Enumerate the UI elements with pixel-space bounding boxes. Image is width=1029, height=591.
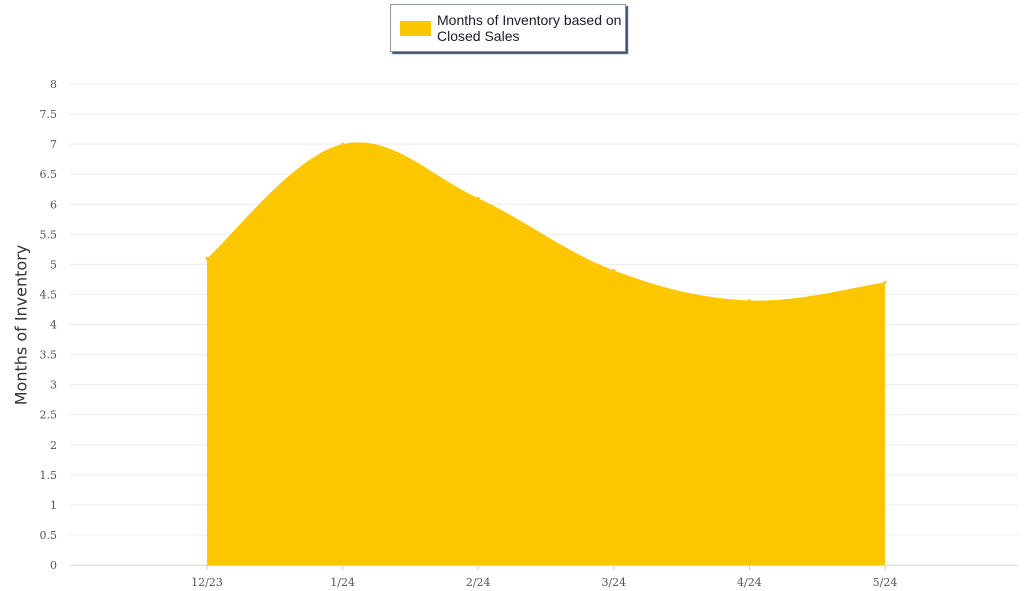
y-tick-label: 5.5 — [40, 228, 58, 241]
legend-label: Months of Inventory based on Closed Sale… — [437, 12, 622, 44]
data-point — [612, 268, 616, 272]
legend-swatch — [400, 21, 431, 36]
y-tick-label: 1.5 — [40, 469, 58, 482]
y-tick-label: 3 — [50, 379, 57, 392]
y-tick-label: 0 — [50, 559, 57, 572]
series-area — [207, 142, 885, 565]
x-tick-label: 1/24 — [330, 576, 355, 589]
y-tick-label: 0.5 — [40, 529, 58, 542]
data-point — [747, 298, 751, 302]
y-tick-label: 2 — [50, 439, 57, 452]
y-tick-label: 4 — [50, 319, 57, 332]
y-tick-label: 2.5 — [40, 409, 58, 422]
y-tick-label: 7.5 — [40, 108, 58, 121]
y-tick-label: 8 — [50, 78, 57, 91]
y-tick-label: 3.5 — [40, 349, 58, 362]
y-tick-label: 7 — [50, 138, 57, 151]
y-tick-label: 6 — [50, 198, 57, 211]
x-tick-label: 3/24 — [601, 576, 626, 589]
data-point — [476, 196, 480, 200]
y-tick-label: 6.5 — [40, 168, 58, 181]
y-tick-label: 5 — [50, 258, 57, 271]
legend: Months of Inventory based on Closed Sale… — [390, 4, 626, 52]
data-point — [205, 256, 209, 260]
data-point — [341, 142, 345, 146]
x-tick-label: 2/24 — [466, 576, 491, 589]
y-tick-label: 4.5 — [40, 288, 58, 301]
x-tick-label: 12/23 — [191, 576, 223, 589]
x-tick-label: 4/24 — [737, 576, 762, 589]
x-tick-label: 5/24 — [873, 576, 898, 589]
y-tick-label: 1 — [50, 499, 57, 512]
data-point — [883, 280, 887, 284]
